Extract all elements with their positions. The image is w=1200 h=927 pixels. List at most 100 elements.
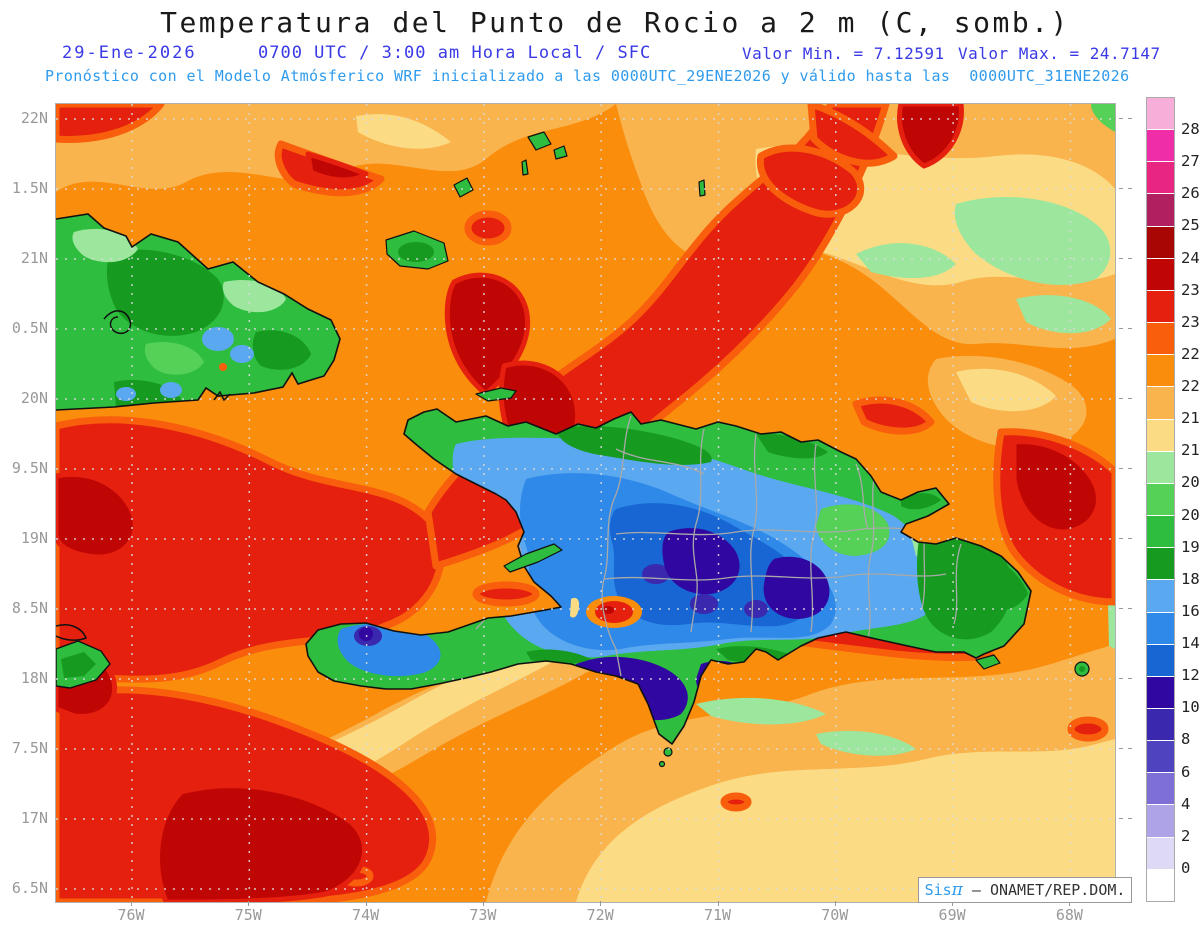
lat-tick [1119, 538, 1123, 539]
lon-label: 72W [586, 906, 614, 924]
colorbar-label: 23 [1181, 312, 1200, 331]
lat-tick [1119, 118, 1123, 119]
model-info-line: Pronóstico con el Modelo Atmósferico WRF… [45, 67, 1130, 85]
lat-label: 20N [20, 389, 48, 407]
forecast-time: 0700 UTC / 3:00 am Hora Local / SFC [258, 43, 652, 63]
lat-label: 19N [20, 529, 48, 547]
colorbar-label: 24.5 [1181, 248, 1200, 267]
station-squiggle [213, 390, 231, 402]
watermark-box: Sis π – ONAMET/REP.DOM. [918, 877, 1132, 903]
small-islands [385, 131, 1090, 768]
lat-tick [1119, 748, 1123, 749]
lon-tick [365, 901, 367, 906]
colorbar-cell [1147, 516, 1174, 549]
colorbar-cell [1147, 451, 1174, 484]
lat-tick [1128, 398, 1132, 399]
colorbar-cell [1147, 290, 1174, 324]
lon-tick [1069, 901, 1071, 906]
watermark-sispi: Sis [924, 881, 952, 899]
lon-tick [834, 901, 836, 906]
lat-tick [1128, 328, 1132, 329]
lon-label: 69W [938, 906, 966, 924]
page-title: Temperatura del Punto de Rocio a 2 m (C,… [160, 6, 1070, 39]
colorbar-cell [1147, 130, 1174, 163]
lat-tick [1119, 328, 1123, 329]
lat-tick [1128, 608, 1132, 609]
lat-tick [1119, 608, 1123, 609]
contour-squiggle-2 [56, 624, 87, 641]
colorbar-cell [1147, 676, 1174, 709]
colorbar-cell [1147, 805, 1174, 838]
lat-label: 21N [20, 249, 48, 267]
lon-tick [717, 901, 719, 906]
colorbar-label: 14 [1181, 634, 1200, 653]
cuba-landmass [56, 213, 341, 411]
colorbar-label: 19 [1181, 537, 1200, 556]
contour-squiggle [103, 310, 132, 335]
colorbar-label: 23.5 [1181, 280, 1200, 299]
colorbar-label: 21 [1181, 441, 1200, 460]
lat-tick [1119, 818, 1123, 819]
lat-label: 6.5N [11, 879, 48, 897]
lat-tick [1119, 678, 1123, 679]
colorbar-label: 16 [1181, 601, 1200, 620]
valor-min: Valor Min. = 7.12591 [742, 44, 945, 63]
lat-label: 0.5N [11, 319, 48, 337]
lon-label: 71W [703, 906, 732, 924]
lat-label: 17N [20, 809, 48, 827]
colorbar-cell [1147, 708, 1174, 742]
colorbar-cell [1147, 773, 1174, 806]
temperature-colorbar [1146, 97, 1175, 902]
lon-label: 76W [117, 906, 145, 924]
colorbar-label: 0 [1181, 858, 1191, 877]
colorbar-label: 2 [1181, 826, 1191, 845]
colorbar-cell [1147, 612, 1174, 645]
colorbar-cell [1147, 194, 1174, 227]
colorbar-cell [1147, 323, 1174, 356]
lat-tick [1128, 258, 1132, 259]
colorbar-label: 25 [1181, 216, 1200, 235]
colorbar-cell [1147, 355, 1174, 388]
colorbar-label: 4 [1181, 794, 1191, 813]
lat-tick [1128, 678, 1132, 679]
colorbar-cell [1147, 162, 1174, 195]
lat-tick [1128, 468, 1132, 469]
lat-tick [1128, 538, 1132, 539]
colorbar-cell [1147, 741, 1174, 774]
lat-label: 9.5N [11, 459, 48, 477]
lat-label: 18N [20, 669, 48, 687]
lon-label: 70W [821, 906, 849, 924]
lon-label: 74W [352, 906, 380, 924]
lon-label: 73W [469, 906, 497, 924]
lat-label: 22N [20, 109, 48, 127]
colorbar-label: 22.5 [1181, 344, 1200, 363]
colorbar-label: 22 [1181, 377, 1200, 396]
lat-tick [1128, 818, 1132, 819]
lat-tick [1119, 258, 1123, 259]
lat-label: 7.5N [11, 739, 48, 757]
colorbar-cell [1147, 869, 1174, 901]
lon-label: 75W [234, 906, 262, 924]
lat-label: 1.5N [11, 179, 48, 197]
colorbar-cell [1147, 98, 1174, 131]
colorbar-label: 6 [1181, 762, 1191, 781]
colorbar-cell [1147, 258, 1174, 291]
lon-tick [600, 901, 602, 906]
lat-tick [1119, 398, 1123, 399]
lat-label: 8.5N [11, 599, 48, 617]
lon-tick [131, 901, 132, 906]
lat-tick [1119, 468, 1123, 469]
colorbar-cell [1147, 226, 1174, 259]
colorbar-cell [1147, 837, 1174, 870]
colorbar-label: 12 [1181, 666, 1200, 685]
weather-map-canvas [56, 104, 1115, 902]
lon-tick [248, 901, 250, 906]
pi-icon: π [951, 880, 963, 900]
colorbar-cell [1147, 483, 1174, 517]
colorbar-label: 27 [1181, 152, 1200, 171]
lon-tick [952, 901, 954, 906]
colorbar-label: 21.5 [1181, 409, 1200, 428]
lon-tick [482, 901, 484, 906]
lat-tick [1128, 188, 1132, 189]
colorbar-label: 26 [1181, 184, 1200, 203]
